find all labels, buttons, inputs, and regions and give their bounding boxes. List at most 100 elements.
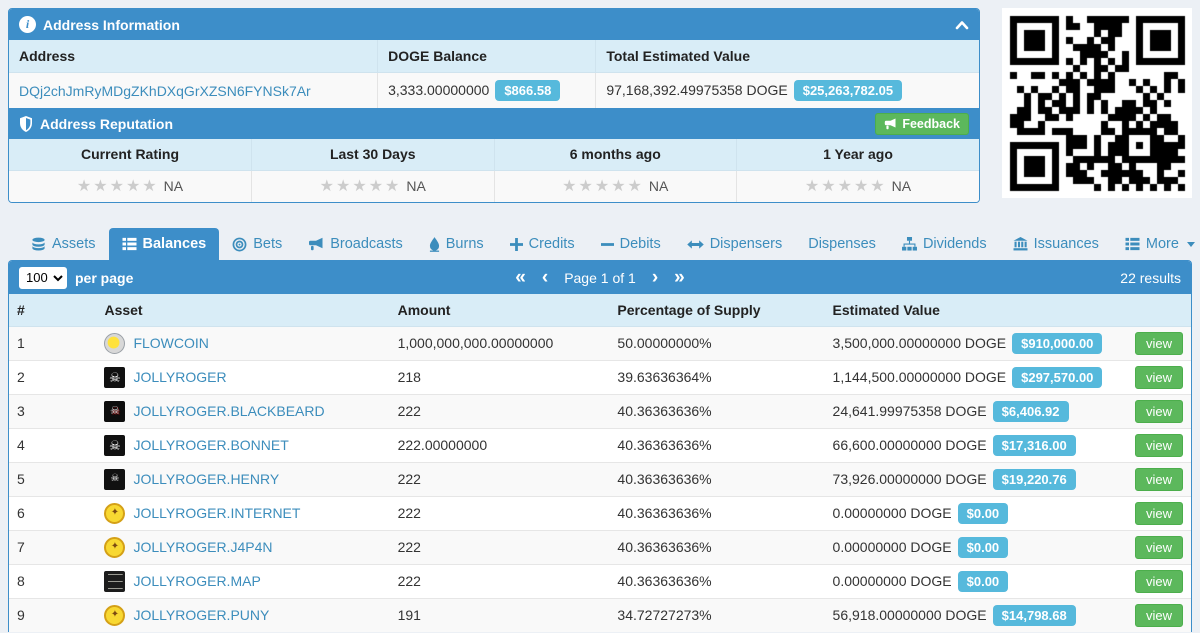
asset-link[interactable]: FLOWCOIN bbox=[133, 335, 209, 351]
tab-assets[interactable]: Assets bbox=[18, 228, 109, 260]
shield-icon bbox=[19, 115, 33, 132]
tab-label: Credits bbox=[528, 236, 575, 252]
view-button[interactable]: view bbox=[1134, 433, 1183, 457]
supply-percentage: 50.00000000% bbox=[609, 325, 825, 360]
balances-col-Percentage of Supply: Percentage of Supply bbox=[609, 294, 825, 327]
tab-issuances[interactable]: Issuances bbox=[1000, 228, 1112, 260]
estimated-value: 0.00000000 DOGE bbox=[832, 504, 952, 521]
amount-value: 222.00000000 bbox=[389, 427, 610, 462]
first-page-button[interactable]: « bbox=[515, 267, 526, 288]
prev-page-button[interactable]: ‹ bbox=[541, 267, 549, 288]
asset-link[interactable]: JOLLYROGER.PUNY bbox=[133, 607, 270, 624]
plus-icon bbox=[509, 237, 523, 251]
rating-value: NA bbox=[648, 178, 669, 195]
supply-percentage: 40.36363636% bbox=[609, 529, 825, 564]
view-button[interactable]: view bbox=[1134, 365, 1183, 389]
supply-percentage: 40.36363636% bbox=[609, 563, 825, 598]
usd-value-badge: $19,220.76 bbox=[992, 468, 1076, 490]
estimated-value: 24,641.99975358 DOGE bbox=[832, 402, 987, 419]
row-number: 1 bbox=[9, 325, 97, 360]
estimated-value: 0.00000000 DOGE bbox=[832, 572, 952, 589]
address-link[interactable]: DQj2chJmRyMDgZKhDXqGrXZSN6FYNSk7Ar bbox=[19, 82, 311, 99]
minus-icon bbox=[600, 238, 614, 251]
amount-value: 222 bbox=[389, 563, 610, 598]
star-rating-icons[interactable]: ★★★★★ bbox=[804, 178, 887, 196]
qr-wrap bbox=[1002, 8, 1192, 198]
next-page-button[interactable]: › bbox=[651, 267, 659, 288]
reputation-col-3: 1 Year ago bbox=[736, 139, 979, 171]
star-rating-icons[interactable]: ★★★★★ bbox=[319, 178, 402, 196]
tab-credits[interactable]: Credits bbox=[497, 228, 588, 260]
balance-row: 5 ☠ JOLLYROGER.HENRY 222 40.36363636% 73,926.… bbox=[9, 461, 1191, 496]
asset-link[interactable]: JOLLYROGER.BLACKBEARD bbox=[133, 403, 325, 419]
star-rating-icons[interactable]: ★★★★★ bbox=[76, 178, 159, 196]
tab-more[interactable]: More bbox=[1112, 228, 1200, 260]
estimated-value: 73,926.00000000 DOGE bbox=[832, 470, 987, 487]
amount-value: 222 bbox=[389, 529, 610, 564]
reputation-rating-cell: ★★★★★ NA bbox=[494, 170, 737, 202]
tab-debits[interactable]: Debits bbox=[588, 228, 674, 260]
amount-value: 1,000,000,000.00000000 bbox=[389, 325, 610, 360]
sitemap-icon bbox=[901, 237, 917, 251]
feedback-button[interactable]: Feedback bbox=[875, 112, 969, 135]
star-rating-icons[interactable]: ★★★★★ bbox=[562, 178, 644, 196]
tab-burns[interactable]: Burns bbox=[416, 228, 497, 260]
tab-label: Issuances bbox=[1033, 236, 1099, 252]
megaphone-icon bbox=[884, 118, 897, 130]
usd-value-badge: $17,316.00 bbox=[992, 434, 1076, 456]
view-button[interactable]: view bbox=[1134, 501, 1183, 525]
tab-balances[interactable]: Balances bbox=[108, 228, 220, 260]
tab-dispenses[interactable]: Dispenses bbox=[795, 228, 889, 260]
asset-skull-sm-icon: ☠ bbox=[104, 468, 126, 490]
asset-link[interactable]: JOLLYROGER bbox=[133, 369, 227, 385]
asset-blackbeard-icon: ☠ bbox=[104, 400, 126, 422]
page-indicator: Page 1 of 1 bbox=[564, 269, 636, 286]
asset-link[interactable]: JOLLYROGER.BONNET bbox=[133, 437, 289, 453]
view-button[interactable]: view bbox=[1134, 535, 1183, 559]
view-button[interactable]: view bbox=[1134, 603, 1183, 627]
asset-link[interactable]: JOLLYROGER.J4P4N bbox=[133, 539, 273, 555]
col-doge-balance: DOGE Balance bbox=[377, 40, 597, 73]
view-button[interactable]: view bbox=[1134, 399, 1183, 423]
supply-percentage: 40.36363636% bbox=[609, 461, 825, 496]
amount-value: 222 bbox=[389, 461, 610, 496]
usd-value-badge: $6,406.92 bbox=[992, 400, 1069, 422]
reputation-col-0: Current Rating bbox=[9, 139, 252, 171]
top-section: i Address Information Address DOGE Balan… bbox=[8, 8, 1192, 203]
asset-link[interactable]: JOLLYROGER.HENRY bbox=[133, 471, 280, 487]
pagination-bar: 100 per page « ‹ Page 1 of 1 › » 22 resu… bbox=[9, 261, 1191, 294]
rating-value: NA bbox=[891, 178, 912, 195]
address-info-table: Address DOGE Balance Total Estimated Val… bbox=[9, 40, 979, 108]
address-info-title: Address Information bbox=[43, 16, 180, 33]
amount-value: 222 bbox=[389, 393, 610, 428]
per-page-select[interactable]: 100 bbox=[19, 266, 67, 289]
asset-link[interactable]: JOLLYROGER.MAP bbox=[133, 573, 261, 589]
rating-value: NA bbox=[406, 178, 426, 195]
tab-bets[interactable]: Bets bbox=[219, 228, 295, 260]
address-qr-code bbox=[1002, 8, 1192, 198]
tab-label: Debits bbox=[619, 236, 661, 252]
asset-link[interactable]: JOLLYROGER.INTERNET bbox=[133, 505, 301, 521]
view-button[interactable]: view bbox=[1134, 569, 1183, 593]
balances-col-actions bbox=[1118, 294, 1191, 327]
balances-col-Asset: Asset bbox=[96, 294, 390, 327]
view-button[interactable]: view bbox=[1134, 467, 1183, 491]
doge-balance-value: 3,333.00000000 bbox=[388, 82, 490, 98]
balance-row: 8 JOLLYROGER.MAP 222 40.36363636% 0.00000000… bbox=[9, 563, 1191, 598]
reputation-col-2: 6 months ago bbox=[494, 139, 737, 171]
tab-dispensers[interactable]: Dispensers bbox=[674, 228, 796, 260]
collapse-chevron-up-icon[interactable] bbox=[955, 20, 969, 30]
row-number: 4 bbox=[9, 427, 97, 462]
usd-value-badge: $0.00 bbox=[957, 502, 1009, 524]
tab-broadcasts[interactable]: Broadcasts bbox=[295, 228, 416, 260]
reputation-table: Current Rating Last 30 Days 6 months ago 1 … bbox=[9, 139, 979, 202]
asset-seal-icon: ✦ bbox=[104, 604, 126, 626]
col-address: Address bbox=[9, 40, 379, 73]
last-page-button[interactable]: » bbox=[674, 267, 685, 288]
view-button[interactable]: view bbox=[1134, 331, 1183, 355]
tab-label: Assets bbox=[52, 236, 96, 252]
tab-dividends[interactable]: Dividends bbox=[889, 228, 1000, 260]
asset-seal-icon: ✦ bbox=[104, 502, 126, 524]
supply-percentage: 40.36363636% bbox=[609, 393, 825, 428]
asset-map-icon bbox=[104, 570, 126, 592]
